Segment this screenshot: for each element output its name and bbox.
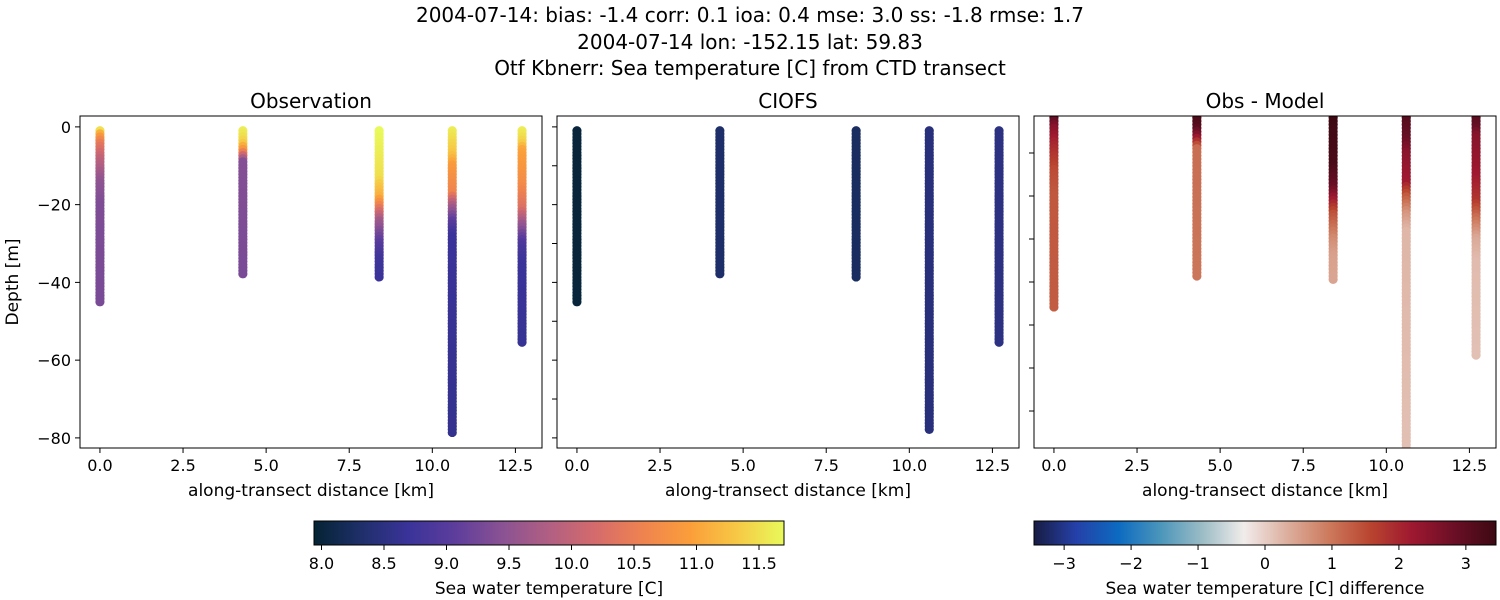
- colorbar-gradient: [1033, 520, 1497, 546]
- x-tick-label: 12.5: [975, 456, 1011, 475]
- panel-title: CIOFS: [758, 89, 817, 113]
- x-tick-label: 2.5: [170, 456, 195, 475]
- x-tick-label: 0.0: [1041, 456, 1066, 475]
- x-axis-label: along-transect distance [km]: [1142, 481, 1388, 501]
- x-axis-label: along-transect distance [km]: [188, 481, 434, 501]
- colorbar-tick-label: 11.0: [679, 554, 715, 573]
- panel-title: Observation: [250, 89, 372, 113]
- colorbar-2: −3 −2 −1 0 1 2 3 Sea water temperature [C] diff…: [1033, 520, 1497, 599]
- data-point: [447, 427, 457, 438]
- x-tick-label: 0.0: [564, 456, 589, 475]
- panel-3: Obs - Model 0.0 2.5 5.0 7.5 10.0 12.5 along-tra…: [1029, 89, 1497, 501]
- y-tick-label: −60: [37, 351, 71, 370]
- scatter-points: [1049, 116, 1481, 448]
- data-point: [1471, 350, 1481, 360]
- scatter-points: [95, 126, 527, 438]
- x-tick-label: 12.5: [498, 456, 534, 475]
- y-tick-label: −80: [37, 429, 71, 448]
- colorbar-label: Sea water temperature [C] difference: [1105, 579, 1424, 599]
- data-point: [924, 424, 934, 434]
- y-tick-label: −20: [37, 196, 71, 215]
- colorbar-tick-label: 10.5: [616, 554, 652, 573]
- colorbar-tick-label: 3: [1461, 554, 1471, 573]
- colorbar-tick-label: 2: [1394, 554, 1404, 573]
- data-point: [1328, 274, 1338, 285]
- colorbar-tick-label: 8.5: [371, 554, 396, 573]
- x-tick-label: 10.0: [1369, 456, 1405, 475]
- data-point: [715, 269, 725, 279]
- x-tick-label: 7.5: [1290, 456, 1315, 475]
- x-tick-label: 7.5: [813, 456, 838, 475]
- colorbar-tick-label: −3: [1052, 554, 1076, 573]
- axes-frame: [556, 115, 1020, 449]
- colorbar-tick-label: 11.5: [741, 554, 777, 573]
- colorbar-1: 8.0 8.5 9.0 9.5 10.0 10.5 11.0 11.5 Sea water te…: [309, 520, 785, 599]
- x-tick-label: 2.5: [647, 456, 672, 475]
- colorbar-label: Sea water temperature [C]: [435, 579, 663, 599]
- colorbar-tick-label: −1: [1186, 554, 1210, 573]
- data-point: [1049, 302, 1059, 312]
- data-point: [994, 337, 1004, 347]
- data-point: [1401, 443, 1411, 448]
- colorbar-tick-label: 0: [1260, 554, 1270, 573]
- x-tick-label: 5.0: [730, 456, 755, 475]
- x-tick-label: 7.5: [336, 456, 361, 475]
- data-point: [572, 297, 582, 307]
- x-tick-label: 10.0: [892, 456, 928, 475]
- data-point: [1192, 271, 1202, 281]
- axes-frame: [1033, 115, 1497, 449]
- chart-title-line2: 2004-07-14 lon: -152.15 lat: 59.83: [577, 30, 923, 54]
- panel-1: Observation 0.0 2.5 5.0 7.5 10.0 12.5 along-tra…: [3, 89, 543, 501]
- panel-2: CIOFS 0.0 2.5 5.0 7.5 10.0 12.5 along-transect …: [552, 89, 1020, 501]
- colorbar-tick-label: 9.0: [434, 554, 459, 573]
- x-tick-label: 2.5: [1124, 456, 1149, 475]
- data-point: [517, 337, 527, 347]
- data-point: [851, 272, 861, 282]
- data-point: [374, 272, 384, 282]
- x-tick-label: 5.0: [1207, 456, 1232, 475]
- x-tick-label: 10.0: [415, 456, 451, 475]
- colorbar-gradient: [313, 520, 785, 546]
- y-tick-label: 0: [61, 118, 71, 137]
- colorbar-tick-label: −2: [1119, 554, 1143, 573]
- colorbar-tick-label: 10.0: [554, 554, 590, 573]
- scatter-points: [572, 126, 1004, 434]
- colorbar-tick-label: 8.0: [309, 554, 334, 573]
- chart-title-line1: 2004-07-14: bias: -1.4 corr: 0.1 ioa: 0.…: [415, 3, 1085, 27]
- colorbar-tick-label: 9.5: [496, 554, 521, 573]
- chart-title-line3: Otf Kbnerr: Sea temperature [C] from CTD…: [494, 56, 1006, 80]
- data-point: [238, 269, 248, 279]
- x-tick-label: 5.0: [253, 456, 278, 475]
- y-tick-label: −40: [37, 273, 71, 292]
- x-tick-label: 0.0: [87, 456, 112, 475]
- x-tick-label: 12.5: [1452, 456, 1488, 475]
- data-point: [95, 297, 105, 307]
- colorbar-tick-label: 1: [1327, 554, 1337, 573]
- x-axis-label: along-transect distance [km]: [665, 481, 911, 501]
- axes-frame: [79, 115, 543, 449]
- panel-title: Obs - Model: [1206, 89, 1325, 113]
- y-axis-label: Depth [m]: [3, 238, 23, 325]
